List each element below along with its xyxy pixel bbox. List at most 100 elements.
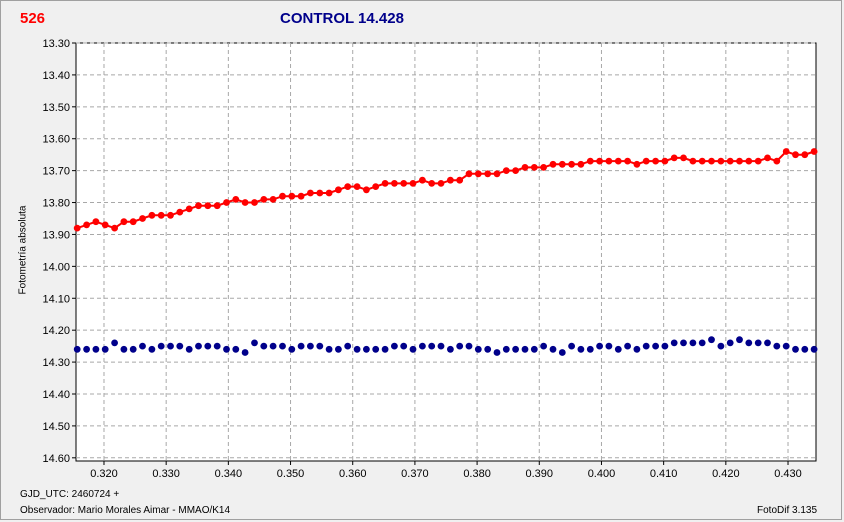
- control-point: [736, 336, 743, 344]
- control-title: CONTROL 14.428: [280, 10, 404, 27]
- object-point: [391, 180, 398, 187]
- gjd-label: GJD_UTC: 2460724 +: [20, 489, 120, 500]
- control-point: [353, 345, 361, 353]
- object-point: [726, 157, 734, 165]
- object-point: [353, 183, 361, 191]
- control-point: [391, 342, 398, 350]
- control-point: [157, 342, 165, 350]
- control-point: [652, 342, 659, 350]
- y-tick-label: 14.60: [42, 453, 70, 465]
- object-point: [484, 170, 492, 178]
- control-point: [269, 342, 277, 350]
- control-point: [577, 345, 585, 353]
- object-point: [120, 218, 128, 226]
- control-point: [698, 339, 706, 347]
- control-point: [484, 345, 492, 353]
- control-point: [437, 342, 445, 350]
- control-point: [148, 345, 156, 353]
- object-point: [568, 160, 575, 168]
- observer-label: Observador: Mario Morales Aimar - MMAO/K…: [20, 505, 231, 516]
- object-point: [540, 164, 547, 171]
- object-point: [204, 202, 212, 210]
- object-point: [736, 157, 743, 165]
- object-point: [101, 221, 109, 229]
- control-point: [73, 345, 81, 353]
- object-point: [773, 157, 781, 165]
- object-point: [810, 148, 818, 155]
- grid-lines: [76, 42, 816, 461]
- object-point: [185, 205, 193, 213]
- object-point: [251, 199, 258, 206]
- x-tick-label: 0.370: [401, 468, 429, 480]
- object-point: [381, 180, 389, 187]
- x-tick-label: 0.400: [588, 468, 616, 480]
- control-point: [530, 345, 538, 353]
- object-point: [325, 189, 333, 197]
- object-point: [764, 154, 771, 162]
- control-point: [344, 342, 352, 350]
- control-point: [223, 345, 230, 353]
- object-point: [195, 202, 202, 210]
- control-point: [792, 345, 799, 353]
- control-point: [773, 342, 781, 350]
- control-point: [568, 342, 575, 350]
- series-object: [73, 148, 818, 232]
- control-point: [456, 342, 464, 350]
- object-point: [624, 157, 631, 165]
- control-point: [512, 345, 519, 353]
- object-point: [167, 211, 174, 219]
- object-point: [642, 157, 650, 165]
- object-point: [139, 215, 146, 222]
- object-point: [83, 221, 90, 229]
- control-point: [801, 345, 809, 353]
- object-point: [502, 167, 510, 175]
- control-point: [624, 342, 631, 350]
- control-point: [83, 345, 90, 353]
- x-tick-label: 0.390: [526, 468, 554, 480]
- control-point: [540, 342, 547, 350]
- object-point: [111, 224, 118, 232]
- object-point: [92, 218, 100, 226]
- control-point: [381, 345, 389, 353]
- y-tick-label: 14.40: [42, 389, 70, 401]
- object-point: [512, 167, 519, 175]
- control-point: [428, 342, 436, 350]
- y-tick-label: 14.30: [42, 357, 70, 369]
- control-point: [810, 345, 818, 353]
- y-tick-label: 13.80: [42, 198, 70, 210]
- object-point: [456, 176, 464, 184]
- object-point: [279, 192, 286, 200]
- object-point: [782, 148, 790, 155]
- object-point: [586, 157, 594, 165]
- control-point: [279, 342, 286, 350]
- y-tick-label: 14.00: [42, 261, 70, 273]
- object-point: [661, 157, 669, 165]
- object-point: [717, 157, 725, 165]
- control-point: [92, 345, 100, 353]
- x-tick-label: 0.380: [463, 468, 491, 480]
- control-point: [502, 345, 510, 353]
- object-point: [558, 160, 566, 168]
- control-point: [409, 345, 417, 353]
- control-point: [726, 339, 734, 347]
- control-point: [596, 342, 603, 350]
- object-point: [316, 189, 324, 197]
- object-point: [409, 180, 417, 187]
- control-point: [586, 345, 594, 353]
- control-point: [605, 342, 613, 350]
- object-point: [474, 170, 482, 178]
- object-point: [288, 192, 296, 200]
- control-point: [764, 339, 771, 347]
- object-point: [521, 164, 529, 171]
- control-point: [297, 342, 305, 350]
- x-tick-label: 0.430: [774, 468, 802, 480]
- control-point: [139, 342, 146, 350]
- control-point: [260, 342, 268, 350]
- object-point: [614, 157, 622, 165]
- control-point: [708, 336, 715, 344]
- object-point: [670, 154, 678, 162]
- object-title: 526: [20, 10, 46, 27]
- control-point: [335, 345, 342, 353]
- control-point: [167, 342, 174, 350]
- control-point: [129, 345, 137, 353]
